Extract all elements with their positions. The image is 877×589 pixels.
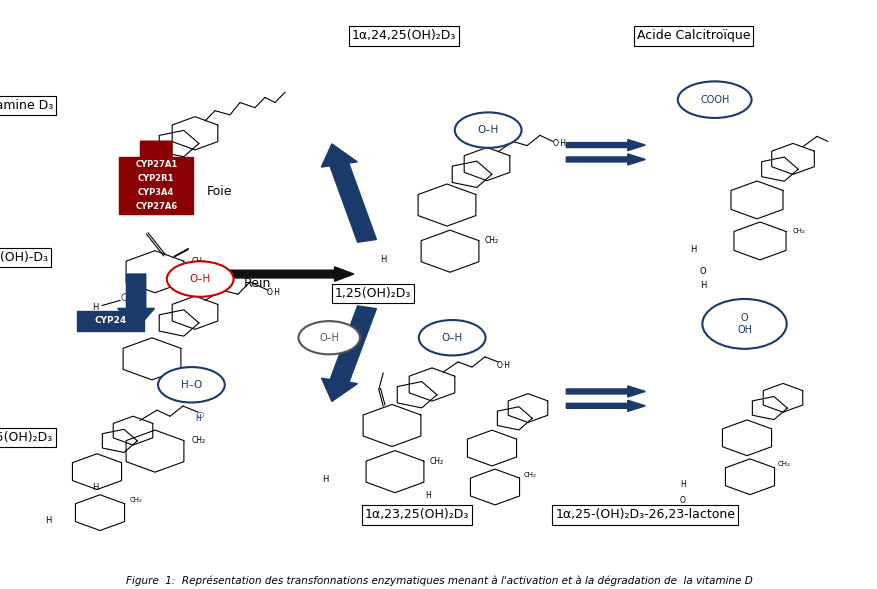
Text: O·H: O·H <box>267 287 281 297</box>
Ellipse shape <box>418 320 485 355</box>
Text: 1α,24,25(OH)₂D₃: 1α,24,25(OH)₂D₃ <box>352 29 455 42</box>
Text: H: H <box>45 517 51 525</box>
Text: CH₂: CH₂ <box>192 436 206 445</box>
Text: CYP27A6: CYP27A6 <box>135 202 177 211</box>
Text: H: H <box>92 303 98 312</box>
FancyArrow shape <box>321 144 376 242</box>
Text: 25(OH)-D₃: 25(OH)-D₃ <box>0 251 47 264</box>
Text: O: O <box>699 267 706 276</box>
Text: H: H <box>424 491 431 499</box>
Text: 1α,25-(OH)₂D₃-26,23-lactone: 1α,25-(OH)₂D₃-26,23-lactone <box>554 508 735 521</box>
Text: O·H: O·H <box>496 360 510 369</box>
Ellipse shape <box>167 262 233 297</box>
FancyArrow shape <box>566 140 645 151</box>
Text: O·H: O·H <box>553 139 567 148</box>
Text: 24,25(OH)₂D₃: 24,25(OH)₂D₃ <box>0 431 53 444</box>
Ellipse shape <box>702 299 786 349</box>
FancyBboxPatch shape <box>77 310 144 330</box>
Text: CH₂: CH₂ <box>192 257 206 266</box>
Text: CYP2R1: CYP2R1 <box>138 174 175 183</box>
Text: CH₂: CH₂ <box>484 236 498 246</box>
FancyArrow shape <box>131 141 182 208</box>
Text: CYP24: CYP24 <box>95 316 126 325</box>
Text: O: O <box>680 496 685 505</box>
Text: H: H <box>380 255 386 264</box>
Text: Acide Calcitroïque: Acide Calcitroïque <box>636 29 750 42</box>
Text: Foie: Foie <box>206 184 232 197</box>
Text: ○: ○ <box>121 292 129 302</box>
FancyBboxPatch shape <box>119 157 193 214</box>
Ellipse shape <box>454 112 521 148</box>
Text: H: H <box>195 414 201 423</box>
Ellipse shape <box>677 81 751 118</box>
Text: CH₂: CH₂ <box>792 228 805 234</box>
Text: O: O <box>424 506 431 515</box>
FancyArrow shape <box>566 386 645 397</box>
Text: Vitamine D₃: Vitamine D₃ <box>0 99 53 112</box>
FancyArrow shape <box>118 274 154 329</box>
Text: Rein: Rein <box>244 277 271 290</box>
Text: H–O: H–O <box>181 380 202 390</box>
Text: H: H <box>92 482 98 491</box>
FancyArrow shape <box>566 154 645 165</box>
Text: Figure  1:  Représentation des transfonnations enzymatiques menant à l'activatio: Figure 1: Représentation des transfonnat… <box>125 575 752 586</box>
Text: CYP27A1: CYP27A1 <box>135 160 177 169</box>
Text: H: H <box>680 481 685 489</box>
Text: CH₂: CH₂ <box>777 461 790 468</box>
Text: CH₂: CH₂ <box>524 472 536 478</box>
Text: ○: ○ <box>196 410 204 419</box>
FancyArrow shape <box>217 267 353 282</box>
Text: O–H: O–H <box>319 333 339 343</box>
Ellipse shape <box>298 321 360 355</box>
Ellipse shape <box>158 367 225 402</box>
Text: 1α,23,25(OH)₂D₃: 1α,23,25(OH)₂D₃ <box>365 508 468 521</box>
Text: H: H <box>689 244 695 254</box>
Text: H: H <box>699 280 706 290</box>
Text: 1,25(OH)₂D₃: 1,25(OH)₂D₃ <box>335 287 410 300</box>
Text: O–H: O–H <box>477 125 498 135</box>
Text: CH₂: CH₂ <box>130 497 143 504</box>
Text: H: H <box>322 475 328 484</box>
FancyArrow shape <box>321 306 376 402</box>
Text: COOH: COOH <box>699 95 729 105</box>
Text: O–H: O–H <box>441 333 462 343</box>
FancyArrow shape <box>566 401 645 411</box>
Text: CYP3A4: CYP3A4 <box>138 188 175 197</box>
Text: O–H: O–H <box>189 274 210 284</box>
Text: O
OH: O OH <box>736 313 752 335</box>
Text: CH₂: CH₂ <box>430 457 444 466</box>
